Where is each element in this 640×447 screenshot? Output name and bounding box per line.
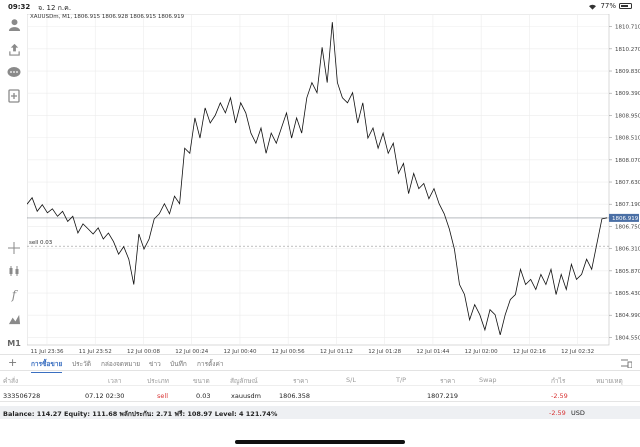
timeframe-button[interactable]: M1 xyxy=(7,338,21,348)
date: จ. 12 ก.ค. xyxy=(38,4,72,12)
x-tick-label: 12 Jul 01:28 xyxy=(368,349,401,354)
status-bar: 09:32 จ. 12 ก.ค. 77% xyxy=(0,0,640,14)
y-tick-label: 1805.430 xyxy=(615,291,640,297)
terminal-tabs: + การซื้อขาย ประวัติ กล่องจดหมาย ข่าว บั… xyxy=(0,354,640,373)
battery-percent: 77% xyxy=(600,2,616,10)
y-tick-label: 1810.270 xyxy=(615,47,640,53)
order-current-price: 1807.219 xyxy=(427,392,459,400)
y-tick-label: 1807.630 xyxy=(615,180,640,186)
current-price-label: 1806.919 xyxy=(612,216,639,222)
y-tick-label: 1810.710 xyxy=(615,25,640,31)
total-profit: -2.59 xyxy=(549,409,566,417)
col-symbol: สัญลักษณ์ xyxy=(230,377,258,385)
x-tick-label: 12 Jul 02:16 xyxy=(513,349,546,354)
chat-icon[interactable] xyxy=(6,64,22,80)
currency: USD xyxy=(571,409,585,417)
col-profit: กำไร xyxy=(551,377,566,385)
clock: 09:32 xyxy=(8,3,31,11)
add-icon[interactable]: + xyxy=(8,356,18,369)
y-tick-label: 1806.310 xyxy=(615,247,640,253)
col-sl: S/L xyxy=(346,376,356,384)
order-open-price: 1806.358 xyxy=(279,392,311,400)
indicator-icon[interactable]: f xyxy=(11,288,17,302)
col-order: คำสั่ง xyxy=(3,377,19,385)
x-tick-label: 11 Jul 23:36 xyxy=(31,349,64,354)
sell-order-label: sell 0.03 xyxy=(29,240,53,246)
price-series-line xyxy=(27,22,608,335)
wifi-icon xyxy=(589,4,597,10)
balance-bar: Balance: 114.27 Equity: 111.68 พลักประกั… xyxy=(0,406,640,419)
y-tick-label: 1808.510 xyxy=(615,136,640,142)
status-right: 77% xyxy=(588,2,632,10)
home-indicator[interactable] xyxy=(235,440,405,444)
tab-settings[interactable]: การตั้งค่า xyxy=(197,360,224,368)
x-tick-label: 12 Jul 00:40 xyxy=(223,349,256,354)
objects-icon[interactable] xyxy=(6,311,22,327)
tab-mailbox[interactable]: กล่องจดหมาย xyxy=(101,360,141,368)
y-tick-label: 1806.750 xyxy=(615,224,640,230)
tab-journal[interactable]: บันทึก xyxy=(170,360,187,368)
tab-trade[interactable]: การซื้อขาย xyxy=(31,360,63,373)
x-tick-label: 12 Jul 02:32 xyxy=(561,349,594,354)
document-icon[interactable] xyxy=(6,88,22,104)
plot-frame xyxy=(27,14,610,346)
layout-icon[interactable] xyxy=(621,358,632,368)
battery-icon xyxy=(619,3,632,9)
table-row[interactable]: 333506728 07.12 02:30 sell 0.03 xauusdm … xyxy=(0,389,640,402)
y-tick-label: 1805.870 xyxy=(615,269,640,275)
share-icon[interactable] xyxy=(6,41,22,57)
y-tick-label: 1808.950 xyxy=(615,113,640,119)
x-tick-label: 11 Jul 23:52 xyxy=(79,349,112,354)
col-type: ประเภท xyxy=(147,377,169,385)
order-size: 0.03 xyxy=(196,392,211,400)
price-chart[interactable]: 1810.710 1810.270 1809.830 1809.390 1808.950… xyxy=(27,14,640,354)
x-tick-label: 12 Jul 00:08 xyxy=(127,349,160,354)
x-tick-label: 12 Jul 01:44 xyxy=(416,349,449,354)
order-type: sell xyxy=(157,392,168,400)
chart-symbol-info: XAUUSDm, M1, 1806.915 1806.928 1806.915 … xyxy=(30,14,185,20)
current-price-box xyxy=(609,213,639,222)
col-time: เวลา xyxy=(108,377,122,385)
y-tick-label: 1804.990 xyxy=(615,313,640,319)
tab-news[interactable]: ข่าว xyxy=(149,360,161,368)
col-price: ราคา xyxy=(293,377,309,385)
y-tick-label: 1808.070 xyxy=(615,158,640,164)
col-tp: T/P xyxy=(396,376,407,384)
crosshair-icon[interactable] xyxy=(6,240,22,256)
person-icon[interactable] xyxy=(6,16,22,32)
x-tick-label: 12 Jul 00:24 xyxy=(175,349,208,354)
x-tick-label: 12 Jul 02:00 xyxy=(465,349,498,354)
left-toolbar: f M1 xyxy=(0,14,27,354)
col-current-price: ราคา xyxy=(440,377,456,385)
order-symbol: xauusdm xyxy=(231,392,261,400)
x-tick-label: 12 Jul 01:12 xyxy=(320,349,353,354)
col-swap: Swap xyxy=(479,376,497,384)
trade-table-header: คำสั่ง เวลา ประเภท ขนาด สัญลักษณ์ ราคา S… xyxy=(0,373,640,386)
order-profit: -2.59 xyxy=(551,392,568,400)
candle-icon[interactable] xyxy=(6,263,22,279)
col-size: ขนาด xyxy=(193,377,210,385)
y-tick-label: 1809.830 xyxy=(615,69,640,75)
y-tick-label: 1809.390 xyxy=(615,91,640,97)
y-tick-label: 1807.190 xyxy=(615,202,640,208)
x-tick-label: 12 Jul 00:56 xyxy=(272,349,305,354)
tab-history[interactable]: ประวัติ xyxy=(72,360,91,368)
col-comment: หมายเหตุ xyxy=(596,377,623,385)
order-ticket: 333506728 xyxy=(3,392,41,400)
order-time: 07.12 02:30 xyxy=(85,392,125,400)
y-tick-label: 1804.550 xyxy=(615,335,640,341)
balance-text: Balance: 114.27 Equity: 111.68 พลักประกั… xyxy=(3,410,278,418)
